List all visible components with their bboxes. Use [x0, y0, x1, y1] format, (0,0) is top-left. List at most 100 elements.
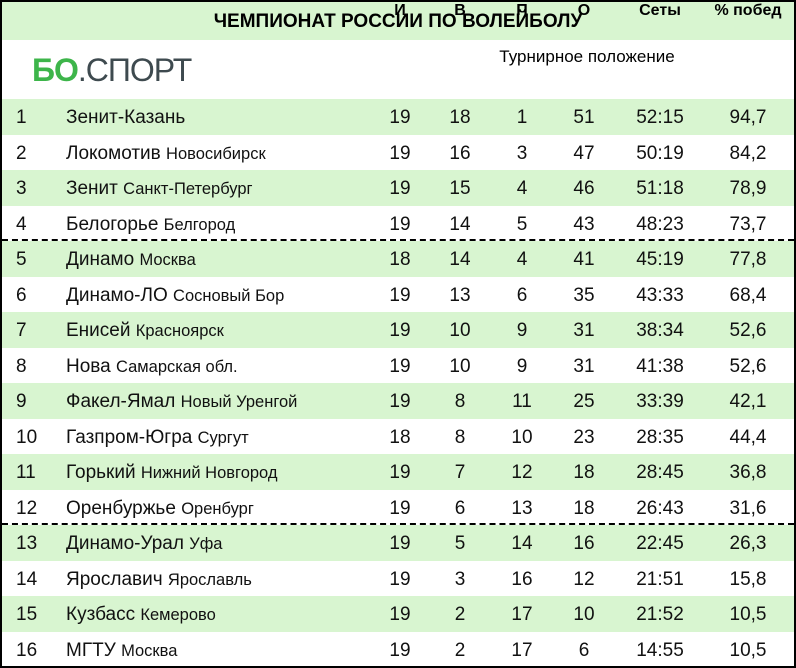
games: 18 [389, 426, 411, 448]
win-pct: 10,5 [729, 639, 767, 661]
points: 6 [578, 639, 590, 661]
losses: 17 [511, 639, 533, 661]
wins: 14 [449, 213, 471, 235]
losses: 4 [516, 249, 528, 270]
wins: 8 [454, 426, 466, 448]
points: 35 [573, 284, 595, 306]
rank: 5 [16, 249, 27, 270]
losses: 1 [516, 107, 528, 128]
wins: 8 [454, 391, 466, 412]
games: 19 [389, 604, 411, 625]
team-city: Уфа [189, 535, 223, 553]
wins: 7 [454, 462, 466, 483]
rank: 11 [16, 462, 36, 483]
games: 19 [389, 391, 411, 412]
rank: 15 [16, 604, 38, 625]
losses: 14 [511, 533, 533, 554]
col-header-sets: Сеты [639, 2, 681, 19]
wins: 18 [449, 107, 471, 128]
team-name: Факел-Ямал Новый Уренгой [66, 391, 298, 412]
col-header-games: И [394, 2, 406, 19]
table-row: 13 Динамо-Урал Уфа 19 5 14 16 22:45 26,3 [2, 525, 794, 561]
rank: 9 [16, 391, 27, 412]
table-body: 1 Зенит-Казань 19 18 1 51 52:15 94,7 2 Ло… [2, 99, 794, 667]
win-pct: 36,8 [729, 462, 767, 483]
table-row: 3 Зенит Санкт-Петербург 19 15 4 46 51:18… [2, 170, 794, 206]
team-name: Зенит Санкт-Петербург [66, 178, 253, 199]
team-city: Москва [121, 641, 178, 660]
losses: 6 [516, 284, 528, 306]
games: 19 [389, 107, 411, 128]
team-city: Нижний Новгород [140, 464, 278, 482]
team-city: Москва [139, 251, 196, 269]
table-row: 12 Оренбуржье Оренбург 19 6 13 18 26:43 … [2, 490, 794, 525]
team-city: Красноярск [135, 322, 224, 340]
losses: 10 [511, 426, 533, 448]
team-name: Енисей Красноярск [66, 320, 224, 341]
subtitle: Турнирное положение [499, 47, 675, 66]
games: 19 [389, 213, 411, 235]
win-pct: 94,7 [729, 107, 767, 128]
rank: 10 [16, 426, 38, 448]
sets: 28:45 [636, 462, 684, 483]
losses: 13 [511, 497, 533, 519]
points: 41 [573, 249, 595, 270]
team-name: Динамо-ЛО Сосновый Бор [66, 284, 285, 306]
points: 25 [573, 391, 595, 412]
sets: 43:33 [636, 284, 684, 306]
games: 18 [389, 249, 411, 270]
wins: 15 [449, 178, 471, 199]
games: 19 [389, 639, 411, 661]
col-header-win-pct: % побед [714, 2, 782, 19]
losses: 17 [511, 604, 533, 625]
team-city: Новый Уренгой [180, 393, 298, 411]
losses: 5 [516, 213, 528, 235]
col-header-losses: П [516, 2, 528, 19]
rank: 8 [16, 355, 27, 377]
table-row: 9 Факел-Ямал Новый Уренгой 19 8 11 25 33… [2, 383, 794, 419]
wins: 2 [454, 604, 466, 625]
games: 19 [389, 320, 411, 341]
rank: 7 [16, 320, 27, 341]
wins: 16 [449, 142, 471, 164]
team-name: Локомотив Новосибирск [66, 142, 266, 164]
points: 18 [573, 462, 595, 483]
sets: 45:19 [636, 249, 684, 270]
table-row: 2 Локомотив Новосибирск 19 16 3 47 50:19… [2, 135, 794, 171]
sets: 41:38 [636, 355, 684, 377]
wins: 10 [449, 355, 471, 377]
sets: 22:45 [636, 533, 684, 554]
wins: 14 [449, 249, 471, 270]
games: 19 [389, 533, 411, 554]
table-row: 7 Енисей Красноярск 19 10 9 31 38:34 52,… [2, 312, 794, 348]
win-pct: 44,4 [729, 426, 767, 448]
sets: 52:15 [636, 107, 684, 128]
team-name: Горький Нижний Новгород [66, 462, 278, 483]
points: 12 [573, 568, 595, 590]
table-row: 11 Горький Нижний Новгород 19 7 12 18 28… [2, 454, 794, 490]
sets: 14:55 [636, 639, 684, 661]
games: 19 [389, 284, 411, 306]
rank: 1 [16, 107, 27, 128]
team-name: Оренбуржье Оренбург [66, 497, 254, 519]
table-row: 6 Динамо-ЛО Сосновый Бор 19 13 6 35 43:3… [2, 277, 794, 313]
team-city: Сосновый Бор [173, 286, 285, 305]
losses: 16 [511, 568, 533, 590]
table-row: 10 Газпром-Югра Сургут 18 8 10 23 28:35 … [2, 419, 794, 455]
col-header-wins: В [454, 2, 466, 19]
table-row: 5 Динамо Москва 18 14 4 41 45:19 77,8 [2, 241, 794, 277]
table-row: 14 Ярославич Ярославль 19 3 16 12 21:51 … [2, 561, 794, 597]
team-city: Самарская обл. [116, 357, 238, 376]
table-row: 16 МГТУ Москва 19 2 17 6 14:55 10,5 [2, 632, 794, 667]
losses: 4 [516, 178, 528, 199]
points: 46 [573, 178, 595, 199]
wins: 10 [449, 320, 471, 341]
rank: 4 [16, 213, 27, 235]
wins: 3 [454, 568, 466, 590]
win-pct: 84,2 [729, 142, 767, 164]
team-city: Белгород [163, 215, 236, 234]
points: 23 [573, 426, 595, 448]
bo-sport-logo: БО.СПОРТ [32, 52, 192, 88]
win-pct: 77,8 [729, 249, 767, 270]
